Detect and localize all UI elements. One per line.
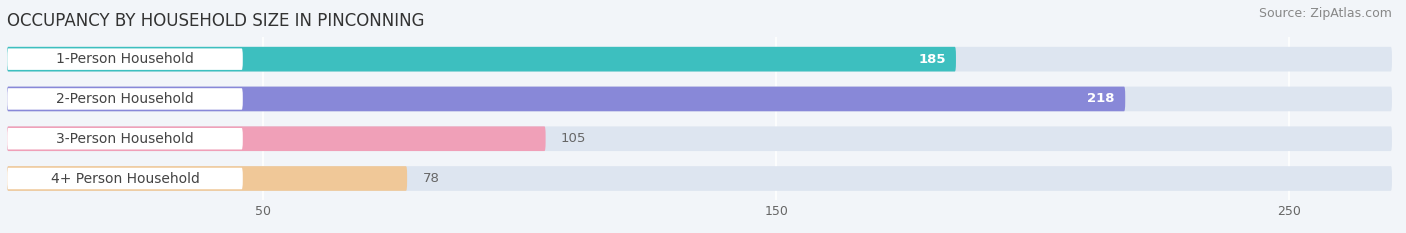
FancyBboxPatch shape xyxy=(7,166,408,191)
FancyBboxPatch shape xyxy=(7,87,1392,111)
Text: 4+ Person Household: 4+ Person Household xyxy=(51,171,200,185)
FancyBboxPatch shape xyxy=(7,166,1392,191)
FancyBboxPatch shape xyxy=(7,126,546,151)
Text: 185: 185 xyxy=(918,53,946,66)
FancyBboxPatch shape xyxy=(7,47,1392,72)
Text: 2-Person Household: 2-Person Household xyxy=(56,92,194,106)
FancyBboxPatch shape xyxy=(7,47,956,72)
Text: 1-Person Household: 1-Person Household xyxy=(56,52,194,66)
FancyBboxPatch shape xyxy=(7,168,243,189)
FancyBboxPatch shape xyxy=(7,87,1125,111)
FancyBboxPatch shape xyxy=(7,88,243,110)
Text: 78: 78 xyxy=(423,172,440,185)
Text: Source: ZipAtlas.com: Source: ZipAtlas.com xyxy=(1258,7,1392,20)
FancyBboxPatch shape xyxy=(7,128,243,149)
Text: 218: 218 xyxy=(1087,93,1115,106)
Text: 105: 105 xyxy=(561,132,586,145)
FancyBboxPatch shape xyxy=(7,48,243,70)
Text: 3-Person Household: 3-Person Household xyxy=(56,132,194,146)
FancyBboxPatch shape xyxy=(7,126,1392,151)
Text: OCCUPANCY BY HOUSEHOLD SIZE IN PINCONNING: OCCUPANCY BY HOUSEHOLD SIZE IN PINCONNIN… xyxy=(7,12,425,30)
